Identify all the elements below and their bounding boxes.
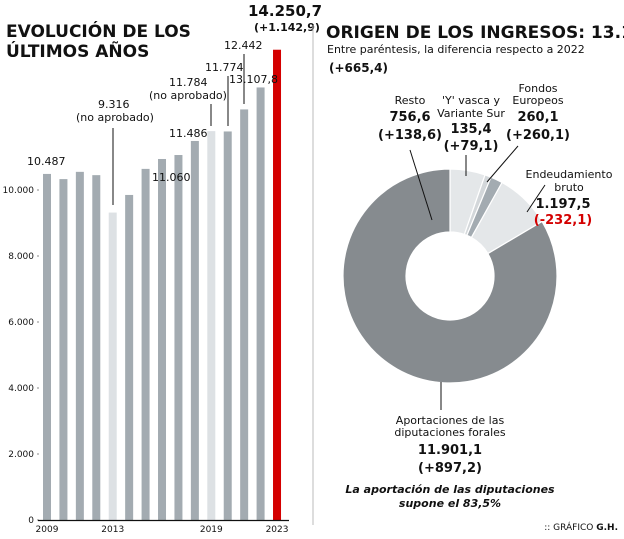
bar-2010 <box>59 179 68 521</box>
endeudamiento-label-2: bruto <box>554 181 584 194</box>
bar-2014 <box>125 194 134 520</box>
bar-2017 <box>174 155 183 520</box>
label-2009: 10.487 <box>27 155 66 168</box>
yvasca-diff: (+79,1) <box>444 139 499 154</box>
bar-chart-title-line2: ÚLTIMOS AÑOS <box>6 39 149 62</box>
y-tick-label: 10.000 <box>3 186 35 196</box>
donut-slice-4 <box>342 168 558 384</box>
resto-value: 756,6 <box>389 110 430 125</box>
x-tick-label: 2013 <box>101 525 124 535</box>
y-tick-label: 8.000 <box>8 252 34 262</box>
bar-2012 <box>92 175 101 520</box>
bar-chart-title-line1: EVOLUCIÓN DE LOS <box>6 20 191 42</box>
label-2023: 14.250,7 <box>248 2 322 20</box>
bar-2023 <box>273 49 282 520</box>
y-tick-mark <box>37 321 39 323</box>
y-tick-label: 2.000 <box>8 450 34 460</box>
y-tick-mark <box>37 453 39 455</box>
endeudamiento-label-1: Endeudamiento <box>526 168 613 181</box>
bar-chart: EVOLUCIÓN DE LOS ÚLTIMOS AÑOS 0 2.000 4.00… <box>3 2 323 535</box>
fondos-label-1: Fondos <box>518 82 557 95</box>
endeudamiento-diff: (-232,1) <box>534 213 592 228</box>
resto-label: Resto <box>395 94 426 107</box>
label-2013: 9.316 <box>98 98 130 111</box>
fondos-label-2: Europeos <box>512 94 563 107</box>
x-tick-label: 2009 <box>36 525 59 535</box>
credit-author: G.H. <box>596 523 618 533</box>
bar-2011 <box>75 171 84 520</box>
y-tick-label: 0 <box>28 516 34 526</box>
note-line2: supone el 83,5% <box>399 497 501 510</box>
aportaciones-diff: (+897,2) <box>418 461 482 476</box>
aportaciones-label-1: Aportaciones de las <box>396 414 505 427</box>
bar-2016 <box>158 158 167 521</box>
credit: :: GRÁFICO G.H. <box>544 521 618 533</box>
label-2017: 11.060 <box>152 171 191 184</box>
yvasca-value: 135,4 <box>450 122 491 137</box>
yvasca-label-1: 'Y' vasca y <box>442 94 501 107</box>
donut-chart: ORIGEN DE LOS INGRESOS: 13.107,8 Entre p… <box>326 23 624 510</box>
bar-2015 <box>141 168 150 520</box>
label-2019-note: (no aprobado) <box>149 89 227 102</box>
bar-2022 <box>256 87 265 520</box>
donut-total-diff: (+665,4) <box>329 61 388 75</box>
label-2018: 11.486 <box>169 127 208 140</box>
label-2020: 11.774 <box>205 61 244 74</box>
y-tick-mark <box>37 387 39 389</box>
y-tick-mark <box>37 255 39 257</box>
bar-2018 <box>190 140 199 520</box>
yvasca-label-2: Variante Sur <box>437 107 505 120</box>
credit-prefix: :: GRÁFICO <box>544 521 596 533</box>
donut-subtitle: Entre paréntesis, la diferencia respecto… <box>327 43 585 56</box>
fondos-value: 260,1 <box>517 110 558 125</box>
bar-2013 <box>108 212 117 520</box>
label-2021: 12.442 <box>224 39 263 52</box>
note-line1: La aportación de las diputaciones <box>345 483 555 496</box>
bar-2021 <box>240 109 249 520</box>
label-2023-diff: (+1.142,9) <box>254 21 320 34</box>
bar-2019 <box>207 131 216 521</box>
y-tick-label: 4.000 <box>8 384 34 394</box>
y-tick-mark <box>37 189 39 191</box>
resto-diff: (+138,6) <box>378 128 442 143</box>
y-tick-label: 6.000 <box>8 318 34 328</box>
label-2022: 13.107,8 <box>229 73 278 86</box>
endeudamiento-value: 1.197,5 <box>535 197 590 212</box>
leader-lines <box>409 145 546 410</box>
x-tick-label: 2023 <box>266 525 289 535</box>
aportaciones-value: 11.901,1 <box>418 443 482 458</box>
x-tick-label: 2019 <box>200 525 223 535</box>
aportaciones-label-2: diputaciones forales <box>394 426 506 439</box>
label-2019: 11.784 <box>169 76 208 89</box>
donut-title: ORIGEN DE LOS INGRESOS: 13.107,8 <box>326 23 624 43</box>
bar-2009 <box>43 173 51 520</box>
label-2013-note: (no aprobado) <box>76 111 154 124</box>
fondos-diff: (+260,1) <box>506 128 570 143</box>
bar-2020 <box>223 131 232 520</box>
